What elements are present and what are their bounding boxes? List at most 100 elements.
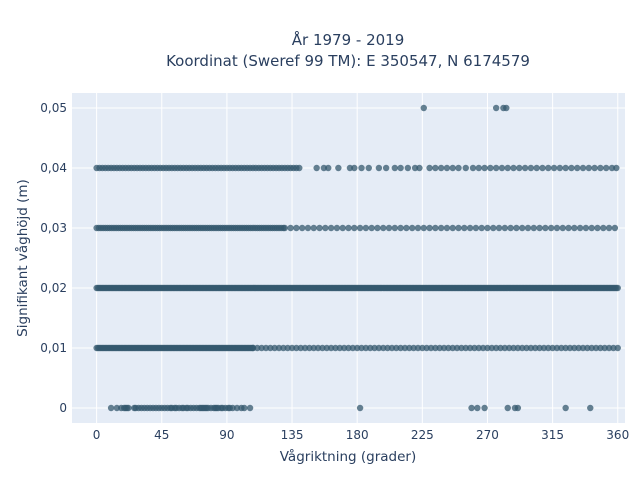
x-tick-label: 135	[281, 428, 304, 442]
data-point	[107, 404, 115, 412]
data-point	[576, 224, 584, 232]
x-tick-label: 180	[346, 428, 369, 442]
data-point	[481, 404, 488, 412]
data-point	[611, 224, 619, 232]
data-point	[246, 404, 254, 412]
data-point	[455, 164, 462, 172]
data-point	[530, 224, 537, 232]
data-point	[568, 164, 575, 172]
x-tick-label: 360	[606, 428, 629, 442]
x-tick-label: 315	[541, 428, 564, 442]
chart-title-line1: År 1979 - 2019	[292, 30, 405, 49]
data-point	[385, 224, 393, 232]
data-point	[565, 224, 572, 232]
data-point	[585, 164, 593, 172]
data-point	[521, 164, 529, 172]
data-point	[504, 164, 511, 172]
data-point	[391, 164, 399, 172]
data-point	[550, 164, 558, 172]
data-point	[468, 404, 475, 412]
data-point	[449, 224, 456, 232]
data-point	[380, 224, 387, 232]
data-point	[296, 164, 303, 172]
data-point	[478, 224, 485, 232]
data-point	[345, 224, 352, 232]
x-axis-title: Vågriktning (grader)	[280, 448, 417, 465]
data-point	[358, 164, 365, 172]
data-point	[536, 224, 543, 232]
data-point	[474, 404, 481, 412]
data-point	[461, 224, 468, 232]
data-point	[351, 224, 358, 232]
data-point	[327, 224, 335, 232]
data-point	[322, 224, 329, 232]
data-point	[391, 224, 399, 232]
x-tick-label: 45	[154, 428, 169, 442]
data-point	[507, 224, 514, 232]
data-point	[339, 224, 346, 232]
data-points	[93, 104, 621, 412]
data-point	[351, 164, 358, 172]
data-point	[587, 404, 594, 412]
y-tick-label: 0,03	[40, 221, 67, 235]
x-tick-label: 90	[219, 428, 234, 442]
data-point	[472, 224, 480, 232]
data-point	[542, 224, 549, 232]
data-point	[287, 224, 294, 232]
data-point	[241, 404, 248, 412]
data-point	[397, 224, 404, 232]
data-point	[426, 164, 433, 172]
data-point	[492, 104, 500, 112]
data-point	[614, 344, 621, 352]
data-point	[503, 104, 510, 112]
data-point	[498, 164, 506, 172]
data-point	[437, 224, 445, 232]
data-point	[501, 224, 509, 232]
data-point	[547, 224, 555, 232]
data-point	[495, 224, 503, 232]
tick-labels: 0 45 90 135 180 225 270 315 360 0 0,01 0,02 0,03 0,04…	[40, 101, 629, 442]
data-point	[414, 224, 422, 232]
x-tick-label: 0	[93, 428, 101, 442]
data-point	[513, 224, 520, 232]
data-point	[527, 164, 535, 172]
data-point	[481, 164, 488, 172]
x-tick-label: 225	[411, 428, 434, 442]
data-point	[449, 164, 456, 172]
data-point	[579, 164, 587, 172]
data-point	[466, 224, 474, 232]
data-point	[382, 164, 390, 172]
data-point	[545, 164, 552, 172]
data-point	[420, 104, 427, 112]
data-point	[362, 224, 370, 232]
data-point	[571, 224, 578, 232]
data-point	[374, 224, 381, 232]
data-point	[365, 164, 372, 172]
chart-title-line2: Koordinat (Sweref 99 TM): E 350547, N 61…	[166, 52, 530, 70]
data-point	[325, 164, 332, 172]
y-tick-label: 0,04	[40, 161, 67, 175]
data-point	[333, 224, 341, 232]
data-point	[404, 164, 412, 172]
data-point	[514, 404, 522, 412]
data-point	[368, 224, 375, 232]
data-point	[559, 224, 566, 232]
data-point	[504, 404, 511, 412]
data-point	[432, 224, 439, 232]
data-point	[519, 224, 526, 232]
data-point	[298, 224, 306, 232]
data-point	[416, 164, 423, 172]
data-point	[516, 164, 523, 172]
data-point	[356, 404, 364, 412]
data-point	[304, 224, 312, 232]
data-point	[437, 164, 445, 172]
data-point	[553, 224, 561, 232]
data-point	[591, 164, 598, 172]
data-point	[524, 224, 532, 232]
data-point	[316, 224, 323, 232]
y-tick-label: 0,01	[40, 341, 67, 355]
data-point	[281, 224, 288, 232]
data-point	[562, 164, 569, 172]
data-point	[533, 164, 540, 172]
